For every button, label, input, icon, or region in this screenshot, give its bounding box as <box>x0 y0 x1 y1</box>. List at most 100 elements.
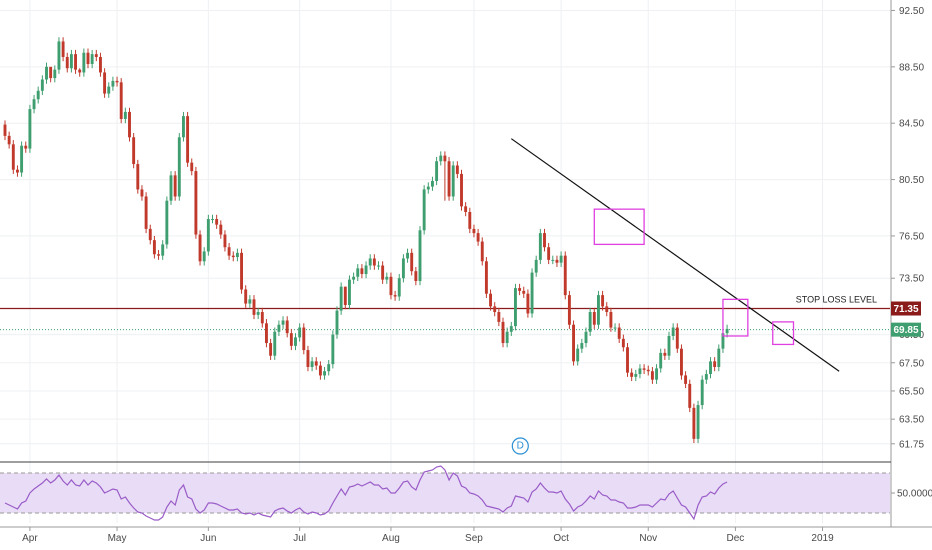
candle[interactable] <box>659 348 663 373</box>
candle[interactable] <box>451 161 455 201</box>
candle[interactable] <box>634 369 638 382</box>
highlight-box[interactable] <box>772 321 795 346</box>
candle[interactable] <box>136 159 140 194</box>
candle[interactable] <box>294 333 297 351</box>
candle[interactable] <box>119 78 123 124</box>
candle[interactable] <box>680 344 683 380</box>
candle[interactable] <box>617 323 621 344</box>
candle[interactable] <box>717 344 721 372</box>
candle[interactable] <box>584 327 588 348</box>
candle[interactable] <box>509 321 513 336</box>
candle[interactable] <box>157 250 160 260</box>
candle[interactable] <box>667 331 671 360</box>
candle[interactable] <box>621 334 625 352</box>
candle[interactable] <box>534 255 538 277</box>
candle[interactable] <box>385 272 389 284</box>
candle[interactable] <box>468 207 472 234</box>
candle[interactable] <box>281 316 285 329</box>
candle[interactable] <box>447 157 451 201</box>
candle[interactable] <box>194 166 198 239</box>
candle[interactable] <box>372 254 376 270</box>
highlight-box[interactable] <box>593 208 645 246</box>
candle[interactable] <box>551 255 555 265</box>
candle[interactable] <box>148 224 152 245</box>
candle[interactable] <box>439 151 443 166</box>
candle[interactable] <box>725 324 729 338</box>
candle[interactable] <box>318 361 322 380</box>
candle[interactable] <box>298 323 302 342</box>
rsi-pane[interactable] <box>0 465 890 521</box>
candle[interactable] <box>613 323 617 332</box>
candle[interactable] <box>377 261 380 270</box>
candle[interactable] <box>49 66 53 83</box>
candle[interactable] <box>69 49 73 73</box>
candle[interactable] <box>563 251 567 300</box>
candle[interactable] <box>576 344 580 366</box>
candle[interactable] <box>40 75 44 96</box>
trendline[interactable] <box>510 138 840 372</box>
candle[interactable] <box>36 86 40 104</box>
candle[interactable] <box>435 157 439 186</box>
candle[interactable] <box>518 283 522 296</box>
candle[interactable] <box>455 161 459 179</box>
candle[interactable] <box>190 158 194 176</box>
candle[interactable] <box>580 338 584 353</box>
candle[interactable] <box>186 111 190 167</box>
candle[interactable] <box>78 68 82 77</box>
candle[interactable] <box>522 286 526 298</box>
candle[interactable] <box>227 242 231 260</box>
candle[interactable] <box>601 290 605 311</box>
candle[interactable] <box>215 214 219 229</box>
candle[interactable] <box>426 182 430 194</box>
candle[interactable] <box>202 247 206 266</box>
candle[interactable] <box>688 379 692 413</box>
candle[interactable] <box>671 323 675 341</box>
candle[interactable] <box>24 141 28 153</box>
candle[interactable] <box>28 104 32 153</box>
candle[interactable] <box>107 82 111 98</box>
candle[interactable] <box>368 254 372 270</box>
candle[interactable] <box>418 226 422 286</box>
candle[interactable] <box>547 242 551 265</box>
candle[interactable] <box>431 176 434 191</box>
candle[interactable] <box>348 275 351 310</box>
candle[interactable] <box>144 192 148 234</box>
candle[interactable] <box>559 251 563 267</box>
candle[interactable] <box>223 230 227 252</box>
candle[interactable] <box>484 257 488 298</box>
candle[interactable] <box>248 295 252 308</box>
candle[interactable] <box>173 171 177 201</box>
candle[interactable] <box>331 330 335 369</box>
candle[interactable] <box>11 140 15 174</box>
candle[interactable] <box>704 369 708 384</box>
candle[interactable] <box>514 283 517 331</box>
candle[interactable] <box>401 254 405 283</box>
dividend-marker-circle[interactable] <box>511 437 529 455</box>
candle[interactable] <box>543 228 546 252</box>
candle[interactable] <box>626 343 629 377</box>
candle[interactable] <box>339 282 343 315</box>
candle[interactable] <box>489 289 492 311</box>
candle[interactable] <box>306 345 310 372</box>
candle[interactable] <box>99 52 102 77</box>
candle[interactable] <box>289 328 293 351</box>
candle[interactable] <box>397 273 401 301</box>
candle[interactable] <box>700 375 704 410</box>
candle[interactable] <box>538 228 542 265</box>
candle[interactable] <box>115 76 119 87</box>
candle[interactable] <box>244 285 248 308</box>
candle[interactable] <box>480 237 484 266</box>
candle[interactable] <box>128 107 131 142</box>
candle[interactable] <box>592 307 596 329</box>
candle[interactable] <box>476 228 480 246</box>
candle[interactable] <box>285 316 289 338</box>
candle[interactable] <box>86 48 90 69</box>
candle[interactable] <box>140 185 144 201</box>
candle[interactable] <box>152 235 156 259</box>
candle[interactable] <box>45 62 48 84</box>
candle[interactable] <box>132 133 136 169</box>
candle[interactable] <box>709 357 712 379</box>
candle[interactable] <box>646 365 650 376</box>
candle[interactable] <box>630 368 634 382</box>
